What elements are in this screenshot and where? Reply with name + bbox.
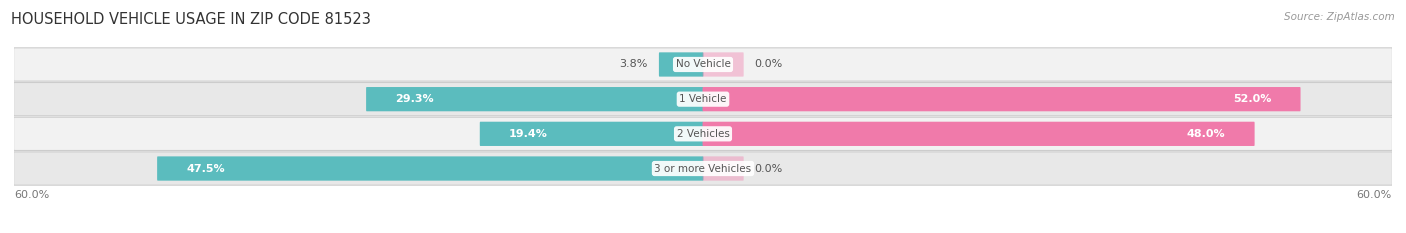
FancyBboxPatch shape: [659, 52, 703, 77]
Text: HOUSEHOLD VEHICLE USAGE IN ZIP CODE 81523: HOUSEHOLD VEHICLE USAGE IN ZIP CODE 8152…: [11, 12, 371, 27]
Text: 47.5%: 47.5%: [186, 164, 225, 174]
FancyBboxPatch shape: [479, 122, 703, 146]
Text: 0.0%: 0.0%: [755, 59, 783, 69]
FancyBboxPatch shape: [703, 122, 1254, 146]
FancyBboxPatch shape: [14, 48, 1392, 81]
FancyBboxPatch shape: [157, 156, 703, 181]
Text: 1 Vehicle: 1 Vehicle: [679, 94, 727, 104]
FancyBboxPatch shape: [14, 152, 1392, 185]
FancyBboxPatch shape: [14, 82, 1392, 116]
Text: 3.8%: 3.8%: [620, 59, 648, 69]
FancyBboxPatch shape: [703, 156, 744, 181]
Text: Source: ZipAtlas.com: Source: ZipAtlas.com: [1284, 12, 1395, 22]
FancyBboxPatch shape: [703, 87, 1301, 111]
Text: 0.0%: 0.0%: [755, 164, 783, 174]
Text: 2 Vehicles: 2 Vehicles: [676, 129, 730, 139]
Text: 29.3%: 29.3%: [395, 94, 434, 104]
FancyBboxPatch shape: [14, 117, 1392, 151]
Text: 60.0%: 60.0%: [14, 190, 49, 200]
Text: No Vehicle: No Vehicle: [675, 59, 731, 69]
Text: 3 or more Vehicles: 3 or more Vehicles: [654, 164, 752, 174]
Text: 60.0%: 60.0%: [1357, 190, 1392, 200]
Text: 52.0%: 52.0%: [1233, 94, 1271, 104]
Text: 19.4%: 19.4%: [509, 129, 548, 139]
FancyBboxPatch shape: [703, 52, 744, 77]
FancyBboxPatch shape: [366, 87, 703, 111]
Text: 48.0%: 48.0%: [1187, 129, 1226, 139]
